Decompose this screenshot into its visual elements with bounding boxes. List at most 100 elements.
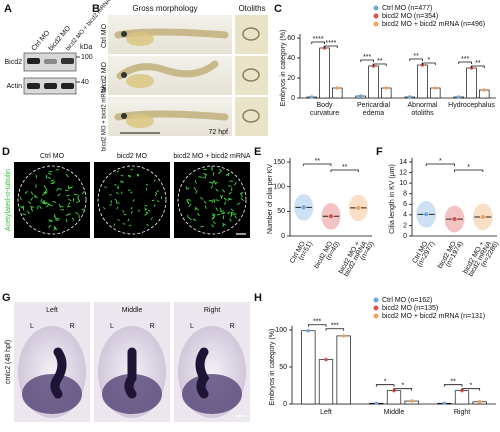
cilium [65, 189, 69, 191]
cilium [49, 204, 53, 207]
cilium [213, 180, 217, 184]
sig-bracket [324, 45, 338, 48]
sig-bracket [454, 169, 484, 172]
sig-label: ** [413, 53, 419, 60]
protein-label: Actin [6, 83, 22, 90]
cilium [24, 190, 28, 194]
eye [121, 72, 127, 78]
column-label: bicd2 MO + bicd2 mRNA [173, 153, 251, 160]
legend-label: Ctrl MO (n=477) [382, 5, 432, 12]
mean-dot [482, 88, 487, 92]
cilium [219, 207, 222, 212]
cilium [113, 223, 116, 227]
mean-dot [374, 401, 379, 406]
mean-dot [407, 95, 412, 99]
yolk [126, 32, 154, 46]
cilium [236, 202, 241, 205]
cilium [220, 210, 224, 212]
x-tick-label: curvature [310, 110, 339, 117]
cilium [116, 206, 119, 210]
cilium [186, 200, 190, 205]
y-tick-label: 100 [273, 184, 285, 191]
y-tick-label: 0 [291, 95, 295, 102]
mean-dot [409, 399, 414, 403]
sig-label: * [467, 164, 470, 171]
cilium [77, 198, 81, 202]
cilium [22, 213, 26, 216]
sig-bracket [325, 328, 345, 331]
cilium [230, 213, 233, 218]
y-tick-label: 0 [403, 233, 407, 240]
column-label: bicd2 MO [117, 153, 148, 160]
cilium [77, 195, 80, 199]
cilium [227, 198, 231, 201]
x-tick-label: Middle [384, 409, 405, 416]
mean-dot [384, 86, 389, 90]
cilium [74, 193, 78, 196]
row-label: Ctrl MO [101, 23, 108, 48]
cilium [220, 195, 224, 199]
eye [121, 113, 127, 119]
cilium [40, 198, 43, 203]
cilium [197, 212, 200, 217]
cilium [53, 227, 56, 231]
legend-swatch [373, 13, 379, 19]
mean-dot [477, 399, 482, 404]
cilium [117, 185, 120, 189]
side-label: L [190, 323, 194, 330]
cilium [128, 224, 132, 227]
panel-label: A [4, 3, 12, 15]
sig-bracket [360, 59, 374, 62]
cilium [67, 202, 71, 206]
sig-label: *** [313, 319, 321, 326]
cilium [65, 218, 68, 223]
cilium [56, 187, 59, 192]
column-label: Middle [122, 307, 143, 314]
mean-dot [306, 328, 311, 333]
legend-label: Ctrl MO (n=162) [382, 297, 432, 304]
legend-swatch [373, 297, 379, 303]
cilium [47, 176, 51, 179]
y-tick-label: 0 [281, 233, 285, 240]
cilium [212, 212, 216, 217]
cilium [130, 210, 133, 214]
image-frame [14, 162, 90, 238]
cilium [219, 168, 223, 172]
head-stain [182, 374, 242, 414]
cilium [127, 174, 131, 177]
y-axis-label: Embryos in category (%) [269, 329, 276, 406]
marker-label: 100 [81, 54, 93, 61]
y-tick-label: 20 [287, 75, 295, 82]
x-tick-label: Abnormal [408, 102, 438, 109]
cilium [130, 191, 133, 194]
image-frame [235, 15, 268, 54]
cilium [71, 217, 75, 222]
panel-label: B [92, 3, 100, 15]
image-frame [235, 97, 268, 136]
y-tick-label: 60 [287, 35, 295, 42]
cilium [204, 173, 207, 178]
cilium [66, 194, 70, 197]
otolith [242, 68, 260, 82]
head-stain [22, 374, 82, 414]
cilium [215, 207, 219, 211]
sig-bracket [471, 65, 485, 68]
y-tick-label: 14 [399, 159, 407, 166]
panel-label: F [376, 146, 383, 158]
sig-label: ** [342, 164, 348, 171]
mean-dot [328, 213, 334, 220]
fluorescence-images [14, 162, 250, 238]
cilium [52, 201, 57, 203]
cilium [45, 188, 48, 192]
sig-label: ** [475, 60, 481, 67]
cilium [128, 189, 131, 191]
mean-dot [300, 204, 307, 211]
side-label: R [69, 323, 74, 330]
x-tick-label: Pericardial [357, 102, 391, 109]
side-label: R [149, 323, 154, 330]
sig-label: *** [461, 56, 469, 63]
bar [336, 335, 351, 405]
cilium [211, 166, 213, 170]
heart-tube [50, 347, 67, 399]
sig-bracket [311, 41, 325, 44]
